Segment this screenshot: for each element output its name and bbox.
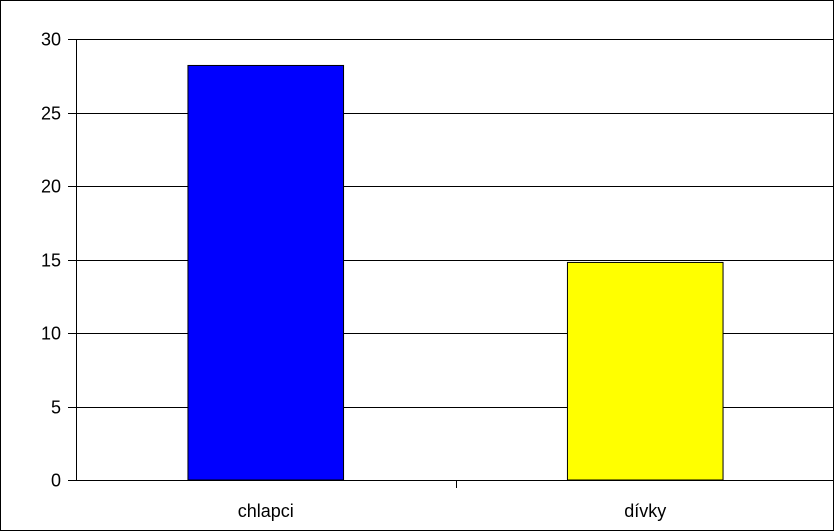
y-tick-label: 15 <box>41 251 61 271</box>
y-tick-label: 10 <box>41 324 61 344</box>
y-tick-label: 30 <box>41 30 61 50</box>
x-category-label: chlapci <box>238 501 294 521</box>
y-tick-label: 5 <box>51 398 61 418</box>
y-tick-label: 20 <box>41 177 61 197</box>
bar-0 <box>187 64 345 481</box>
tick-labels: 0 5 10 15 20 25 30 chlapci dívky <box>41 30 666 522</box>
y-tick-label: 0 <box>51 471 61 491</box>
y-tick-label: 25 <box>41 104 61 124</box>
x-category-label: dívky <box>624 501 666 521</box>
bar-1 <box>566 261 724 481</box>
bars <box>187 64 724 481</box>
